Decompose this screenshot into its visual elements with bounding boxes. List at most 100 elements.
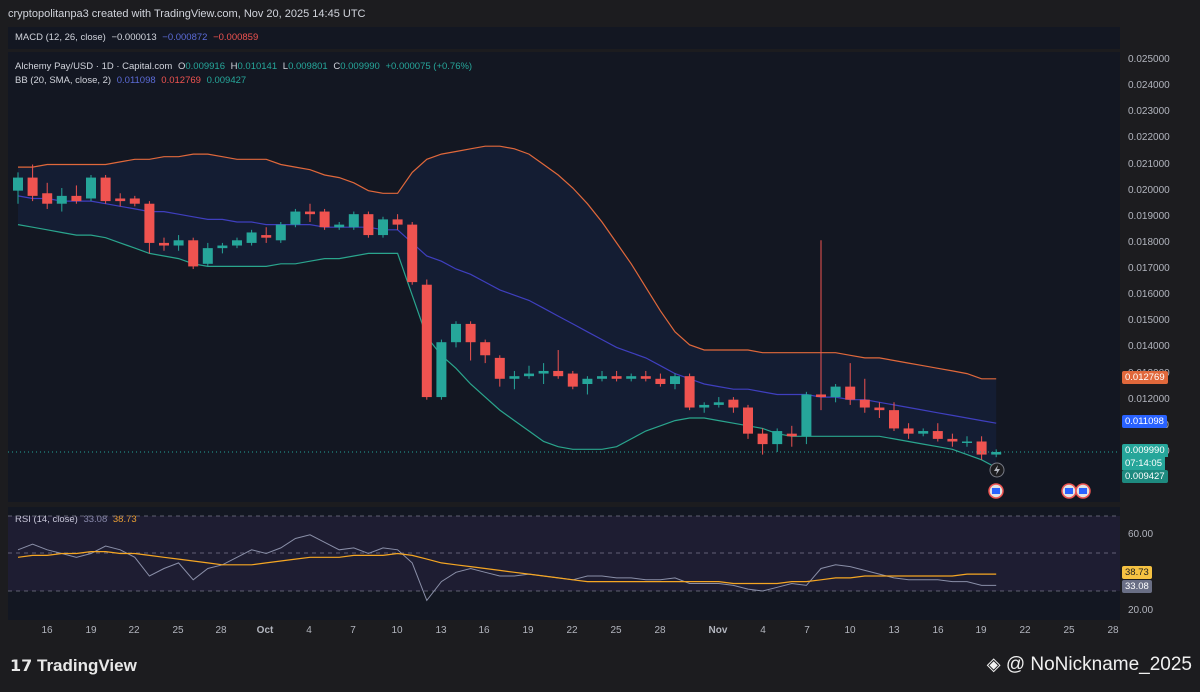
candles-group [13,164,1002,460]
symbol-title: Alchemy Pay/USD · 1D · Capital.com [15,61,173,72]
countdown-tag: 07:14:05 [1122,457,1165,470]
time-tick: 25 [610,625,622,636]
candle-body [115,198,126,202]
candle-body [232,240,242,246]
time-tick: 19 [522,625,534,636]
candle-body [13,177,23,191]
time-tick: 10 [391,625,403,636]
candle-body [991,451,1002,455]
candle-body [421,284,432,398]
time-tick: 22 [128,625,140,636]
time-tick: 22 [566,625,578,636]
event-flag-icon[interactable] [1061,483,1077,499]
candle-body [889,410,899,429]
rsi-tick-60: 60.00 [1128,529,1154,540]
brand-name: TradingView [37,656,137,675]
time-tick: 4 [760,625,766,636]
candle-body [976,441,987,455]
time-tick: 16 [41,625,53,636]
candle-body [801,394,812,437]
rsi-ma-tag: 38.73 [1122,566,1152,579]
time-tick: 7 [350,625,356,636]
candle-body [918,431,929,434]
bb-basis-tag: 0.011098 [1122,415,1167,428]
candle-body [188,240,199,267]
candle-body [699,404,710,408]
macd-value-3: −0.000859 [213,32,259,43]
rsi-value: 33.08 [83,514,107,525]
bb-label: BB (20, SMA, close, 2) [15,75,112,86]
attribution-text: cryptopolitanpa3 created with TradingVie… [8,8,366,20]
candle-body [305,211,315,215]
candle-body [378,219,388,236]
time-tick: 10 [844,625,856,636]
candle-body [334,224,345,228]
bb-basis-line [17,195,997,424]
close-value: 0.009990 [340,61,380,72]
time-tick: 19 [975,625,987,636]
last-price-tag: 0.009990 [1122,444,1168,457]
candle-body [86,177,96,199]
bb-upper-tag: 0.012769 [1122,371,1168,384]
time-tick: 16 [932,625,944,636]
binance-icon: ◈ [986,654,1001,674]
price-tick: 0.020000 [1128,184,1170,196]
candle-body [786,433,797,437]
time-tick: 4 [306,625,312,636]
candle-body [56,195,67,204]
price-tick: 0.016000 [1128,289,1170,301]
low-label: L [282,61,289,72]
candle-body [159,242,169,246]
price-tick: 0.025000 [1128,54,1170,65]
rsi-line [17,534,997,602]
candle-body [42,193,53,204]
rsi-ma-value: 38.73 [113,514,137,525]
event-flag-icon[interactable] [988,483,1004,499]
candle-body [144,203,155,243]
candle-body [246,232,257,243]
event-flag-icon[interactable] [1075,483,1091,499]
price-legend: Alchemy Pay/USD · 1D · Capital.com O0.00… [15,61,475,72]
candle-body [363,214,374,236]
high-label: H [230,61,238,72]
high-value: 0.010141 [237,61,278,72]
candle-body [436,342,447,398]
candle-body [859,399,870,408]
lightning-icon[interactable] [989,462,1005,478]
bb-lower-tag: 0.009427 [1122,470,1168,483]
price-tick: 0.017000 [1128,263,1170,275]
candle-body [524,373,534,377]
candle-body [509,376,520,379]
macd-legend: MACD (12, 26, close) −0.000013 −0.000872… [15,32,261,43]
rsi-label: RSI (14, close) [15,514,78,525]
candle-body [772,431,783,445]
tradingview-logo: 𝟭𝟳 TradingView [10,656,137,676]
candle-body [290,211,301,225]
nickname-text: @ NoNickname_2025 [1005,654,1192,675]
rsi-tick-20: 20.00 [1128,605,1154,616]
time-tick: Nov [708,625,728,636]
bb-lower-line [17,224,997,469]
candle-body [392,219,403,225]
rsi-zone [8,516,1120,591]
bb-upper-line [18,145,997,380]
price-tick: 0.022000 [1128,132,1170,144]
price-tick: 0.015000 [1128,315,1170,327]
candle-body [27,177,38,196]
rsi-panel [8,507,1120,620]
time-tick: 25 [1063,625,1075,636]
candle-body [670,376,680,385]
candle-body [480,342,491,356]
candle-body [217,245,228,249]
price-tick: 0.019000 [1128,210,1170,222]
candle-body [129,198,140,204]
time-tick: 16 [478,625,490,636]
candle-body [567,373,578,387]
time-tick: 28 [215,625,227,636]
time-tick: 28 [1107,625,1119,636]
price-tick: 0.023000 [1128,106,1170,118]
time-tick: 7 [804,625,810,636]
bb-lower-value: 0.009427 [206,75,247,86]
